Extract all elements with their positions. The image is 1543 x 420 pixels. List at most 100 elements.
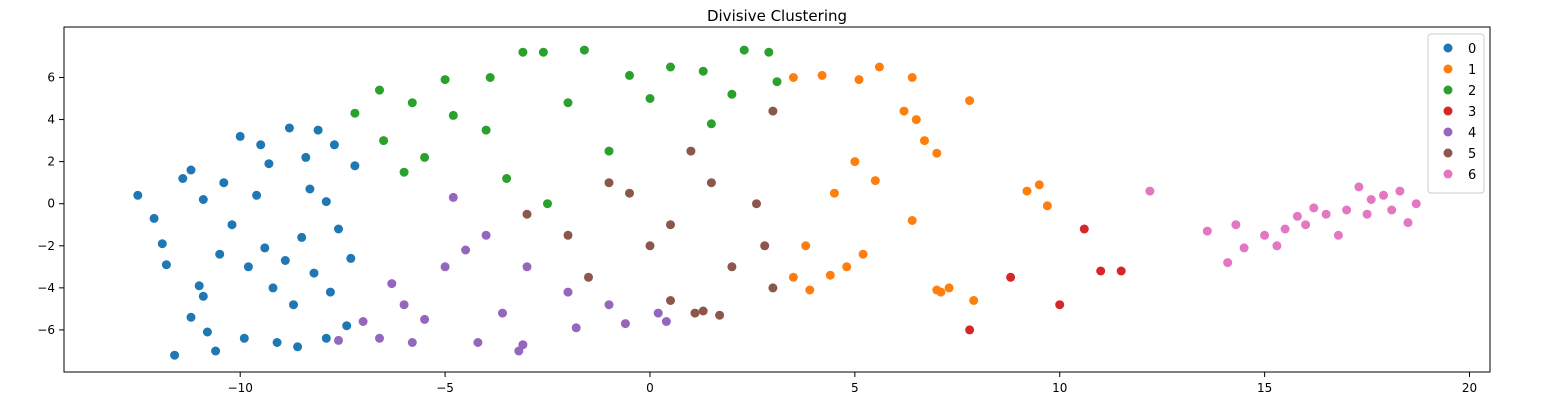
point-series-0 [256, 140, 266, 150]
legend-marker-5 [1443, 148, 1453, 158]
point-series-1 [907, 216, 917, 225]
point-series-6 [1387, 205, 1397, 215]
x-tick-label: 10 [1052, 381, 1067, 395]
y-tick-label: −4 [37, 281, 55, 295]
point-series-4 [407, 338, 417, 347]
point-series-2 [563, 98, 573, 108]
point-series-1 [1034, 180, 1044, 190]
point-series-0 [194, 281, 204, 291]
point-series-0 [325, 287, 335, 297]
x-tick-label: 0 [646, 381, 654, 395]
point-series-2 [666, 62, 675, 72]
point-series-1 [801, 241, 811, 251]
point-series-1 [829, 188, 839, 198]
point-series-4 [653, 308, 663, 318]
point-series-5 [706, 178, 716, 188]
point-series-5 [563, 230, 573, 240]
legend-label-5: 5 [1468, 147, 1476, 162]
point-series-4 [522, 262, 532, 272]
point-series-0 [342, 321, 352, 331]
point-series-0 [272, 338, 282, 347]
point-series-4 [461, 245, 471, 255]
point-series-4 [571, 323, 581, 333]
point-series-1 [944, 283, 954, 293]
y-tick-label: −2 [37, 239, 55, 253]
x-tick-label: 15 [1257, 381, 1272, 395]
legend-label-3: 3 [1468, 105, 1476, 120]
point-series-0 [219, 178, 229, 188]
point-series-5 [715, 310, 725, 320]
point-series-6 [1379, 190, 1388, 200]
legend-marker-4 [1443, 127, 1453, 137]
point-series-0 [280, 256, 290, 265]
legend-box [1427, 33, 1485, 194]
point-series-6 [1362, 209, 1372, 219]
point-series-5 [666, 296, 675, 305]
point-series-5 [522, 209, 532, 219]
y-axis: −6 −4 −2 0 2 4 6 [37, 70, 64, 337]
point-series-1 [870, 176, 880, 186]
point-series-0 [309, 268, 319, 278]
point-series-4 [620, 319, 630, 329]
point-series-2 [772, 77, 782, 87]
point-series-0 [202, 327, 212, 337]
point-series-3 [1006, 272, 1016, 282]
point-series-6 [1411, 199, 1421, 209]
point-series-1 [858, 249, 868, 259]
point-series-0 [313, 125, 323, 135]
point-series-6 [1333, 230, 1343, 240]
point-series-2 [538, 47, 548, 57]
point-series-1 [854, 75, 864, 85]
point-series-1 [907, 73, 917, 82]
point-series-6 [1145, 186, 1155, 196]
point-series-6 [1309, 203, 1319, 213]
point-series-2 [625, 70, 634, 80]
legend-label-4: 4 [1468, 126, 1476, 141]
y-tick-label: 2 [47, 155, 55, 169]
point-series-4 [387, 279, 397, 289]
point-series-2 [604, 146, 614, 156]
y-tick-label: 4 [47, 113, 55, 127]
point-series-0 [293, 342, 303, 352]
legend-label-1: 1 [1468, 63, 1476, 78]
point-series-5 [645, 241, 655, 251]
point-series-2 [379, 136, 389, 146]
point-series-4 [604, 300, 614, 310]
legend-marker-3 [1443, 106, 1453, 116]
point-series-6 [1395, 186, 1405, 196]
point-series-2 [645, 94, 655, 103]
point-series-6 [1260, 230, 1270, 240]
point-series-3 [1079, 224, 1089, 234]
point-series-4 [440, 262, 450, 272]
point-series-0 [186, 165, 196, 175]
point-series-0 [239, 333, 249, 343]
series-6 [1145, 182, 1421, 268]
point-series-4 [481, 230, 491, 240]
point-series-3 [1055, 300, 1065, 310]
point-series-1 [788, 272, 798, 282]
point-series-2 [399, 167, 409, 177]
point-series-0 [284, 123, 294, 133]
point-series-2 [764, 47, 774, 57]
point-series-2 [706, 119, 716, 129]
point-series-0 [321, 333, 331, 343]
point-series-5 [727, 262, 737, 272]
point-series-4 [498, 308, 507, 318]
point-series-1 [911, 115, 921, 125]
x-tick-label: −5 [436, 381, 454, 395]
point-series-4 [420, 314, 430, 324]
point-series-6 [1223, 258, 1233, 268]
point-series-0 [186, 312, 196, 322]
point-series-0 [198, 195, 208, 204]
point-series-2 [448, 110, 458, 120]
point-series-6 [1239, 243, 1249, 253]
point-series-6 [1342, 205, 1352, 215]
point-series-0 [235, 131, 245, 141]
y-tick-label: −6 [37, 323, 55, 337]
legend-marker-6 [1443, 169, 1453, 179]
point-series-0 [264, 159, 274, 169]
x-tick-label: 5 [851, 381, 859, 395]
point-series-1 [936, 287, 946, 297]
